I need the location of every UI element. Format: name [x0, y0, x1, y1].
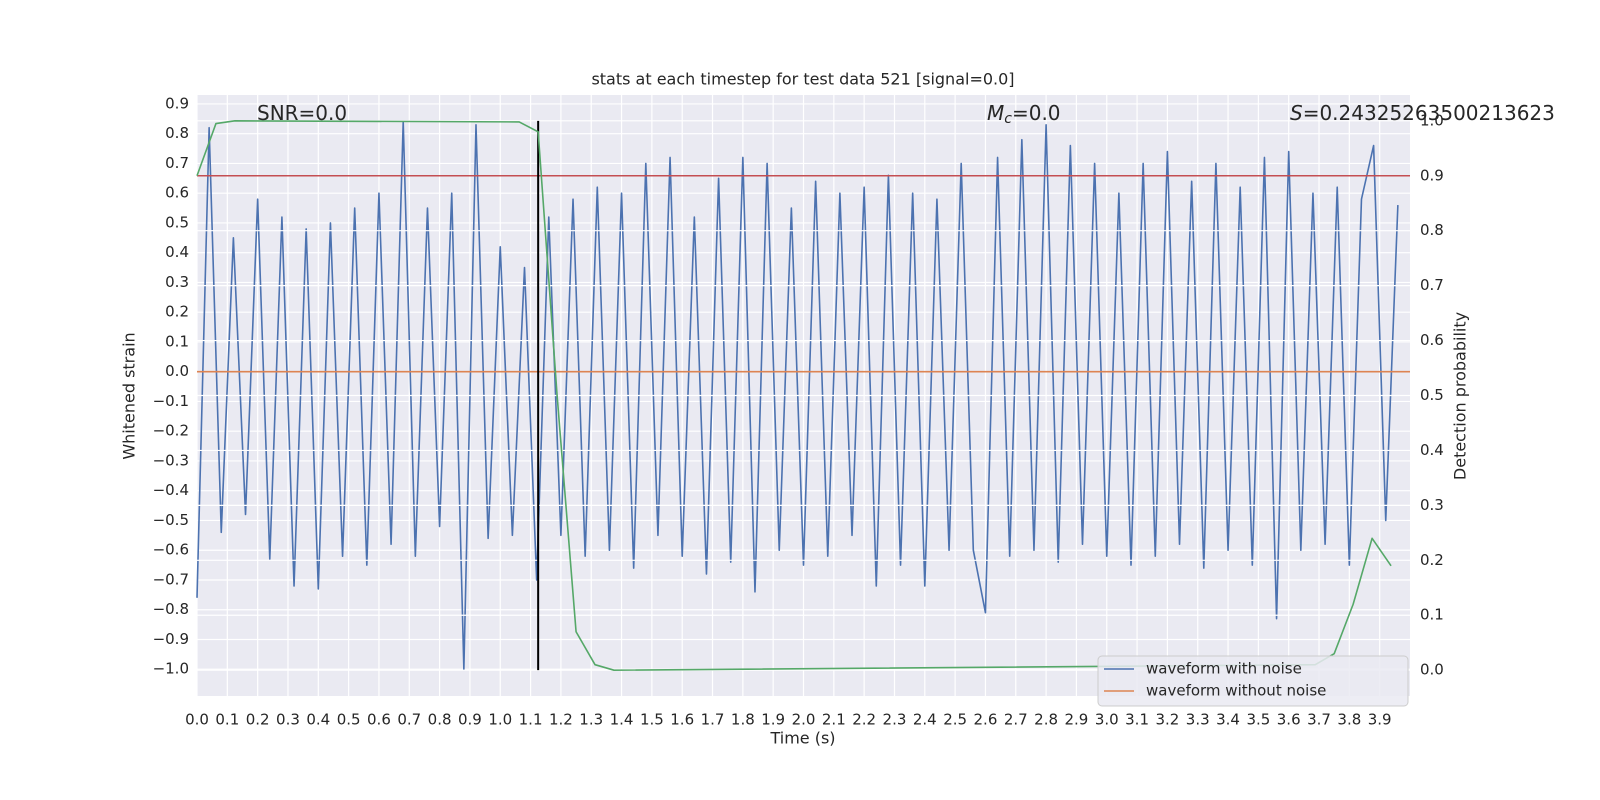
y-tick-label: −1.0: [153, 660, 189, 678]
y-tick-label: 0.8: [165, 124, 189, 142]
x-tick-label: 1.0: [488, 711, 512, 729]
x-tick-label: 1.5: [640, 711, 664, 729]
x-tick-label: 2.6: [974, 711, 998, 729]
chart-title: stats at each timestep for test data 521…: [591, 70, 1014, 89]
x-axis-label: Time (s): [769, 729, 835, 748]
x-tick-label: 0.7: [397, 711, 421, 729]
annotation-text: SNR=0.0: [257, 101, 347, 125]
y2-tick-label: 0.2: [1420, 551, 1444, 569]
legend-box: [1097, 655, 1409, 707]
y-tick-label: −0.7: [153, 570, 189, 588]
x-tick-label: 2.2: [852, 711, 876, 729]
annotation-subscript: c: [1004, 111, 1012, 127]
annotation: SNR=0.0: [257, 101, 347, 125]
annotation-symbol: M: [987, 101, 1004, 125]
y-tick-label: 0.6: [165, 184, 189, 202]
x-tick-label: 0.9: [458, 711, 482, 729]
y2-tick-label: 0.5: [1420, 386, 1444, 404]
x-tick-label: 0.1: [215, 711, 239, 729]
y2-axis-label: Detection probability: [1451, 312, 1470, 480]
y-tick-label: 0.0: [165, 362, 189, 380]
y-axis-label: Whitened strain: [120, 332, 139, 459]
annotation: Mc=0.0: [987, 101, 1061, 128]
x-tick-label: 2.7: [1004, 711, 1028, 729]
x-tick-label: 0.3: [276, 711, 300, 729]
y-tick-label: −0.6: [153, 541, 189, 559]
y2-tick-label: 0.7: [1420, 276, 1444, 294]
data-line: [196, 120, 1399, 671]
x-tick-label: 0.0: [185, 711, 209, 729]
x-tick-label: 2.8: [1034, 711, 1058, 729]
x-tick-label: 2.1: [822, 711, 846, 729]
x-tick-label: 3.3: [1186, 711, 1210, 729]
x-tick-label: 2.5: [943, 711, 967, 729]
annotation: S=0.24325263500213623: [1290, 101, 1555, 125]
y-tick-label: −0.2: [153, 422, 189, 440]
x-tick-label: 0.5: [337, 711, 361, 729]
x-tick-label: 1.1: [519, 711, 543, 729]
y2-tick-label: 1.0: [1420, 111, 1444, 129]
y-tick-label: −0.9: [153, 630, 189, 648]
x-tick-label: 1.2: [549, 711, 573, 729]
x-tick-label: 0.8: [428, 711, 452, 729]
x-tick-label: 0.6: [367, 711, 391, 729]
x-tick-label: 3.4: [1216, 711, 1240, 729]
y-tick-label: 0.1: [165, 332, 189, 350]
y2-tick-label: 0.4: [1420, 441, 1444, 459]
x-tick-label: 0.4: [306, 711, 330, 729]
y2-tick-label: 0.6: [1420, 331, 1444, 349]
x-tick-label: 3.0: [1095, 711, 1119, 729]
data-line: [196, 120, 1392, 671]
x-tick-label: 3.7: [1307, 711, 1331, 729]
y-tick-label: 0.5: [165, 213, 189, 231]
y2-tick-label: 0.3: [1420, 496, 1444, 514]
x-tick-label: 3.8: [1337, 711, 1361, 729]
x-tick-label: 3.5: [1246, 711, 1270, 729]
y-tick-label: 0.3: [165, 273, 189, 291]
x-tick-label: 1.8: [731, 711, 755, 729]
y-tick-label: 0.9: [165, 94, 189, 112]
x-tick-label: 3.1: [1125, 711, 1149, 729]
legend-label: waveform without noise: [1146, 682, 1326, 700]
y-tick-label: −0.5: [153, 511, 189, 529]
y2-tick-label: 0.8: [1420, 221, 1444, 239]
annotation-symbol: S: [1290, 101, 1303, 125]
y2-tick-label: 0.1: [1420, 606, 1444, 624]
legend-label: waveform with noise: [1146, 660, 1302, 678]
x-tick-label: 1.9: [761, 711, 785, 729]
x-tick-label: 2.9: [1064, 711, 1088, 729]
y-tick-label: −0.3: [153, 451, 189, 469]
x-tick-label: 1.4: [610, 711, 634, 729]
x-tick-label: 3.2: [1155, 711, 1179, 729]
y-tick-label: 0.7: [165, 154, 189, 172]
x-tick-label: 1.3: [579, 711, 603, 729]
y-tick-label: −0.1: [153, 392, 189, 410]
x-tick-label: 2.3: [883, 711, 907, 729]
x-tick-label: 3.6: [1277, 711, 1301, 729]
y-tick-label: −0.4: [153, 481, 189, 499]
y2-tick-label: 0.0: [1420, 661, 1444, 679]
y-tick-label: 0.4: [165, 243, 189, 261]
x-tick-label: 1.7: [701, 711, 725, 729]
x-tick-label: 3.9: [1368, 711, 1392, 729]
annotation-text: =0.0: [1012, 101, 1061, 125]
x-tick-label: 0.2: [246, 711, 270, 729]
x-tick-label: 2.0: [792, 711, 816, 729]
y2-tick-label: 0.9: [1420, 166, 1444, 184]
x-tick-label: 2.4: [913, 711, 937, 729]
y-tick-label: −0.8: [153, 600, 189, 618]
x-tick-label: 1.6: [670, 711, 694, 729]
y-tick-label: 0.2: [165, 303, 189, 321]
annotation-text: =0.24325263500213623: [1303, 101, 1555, 125]
